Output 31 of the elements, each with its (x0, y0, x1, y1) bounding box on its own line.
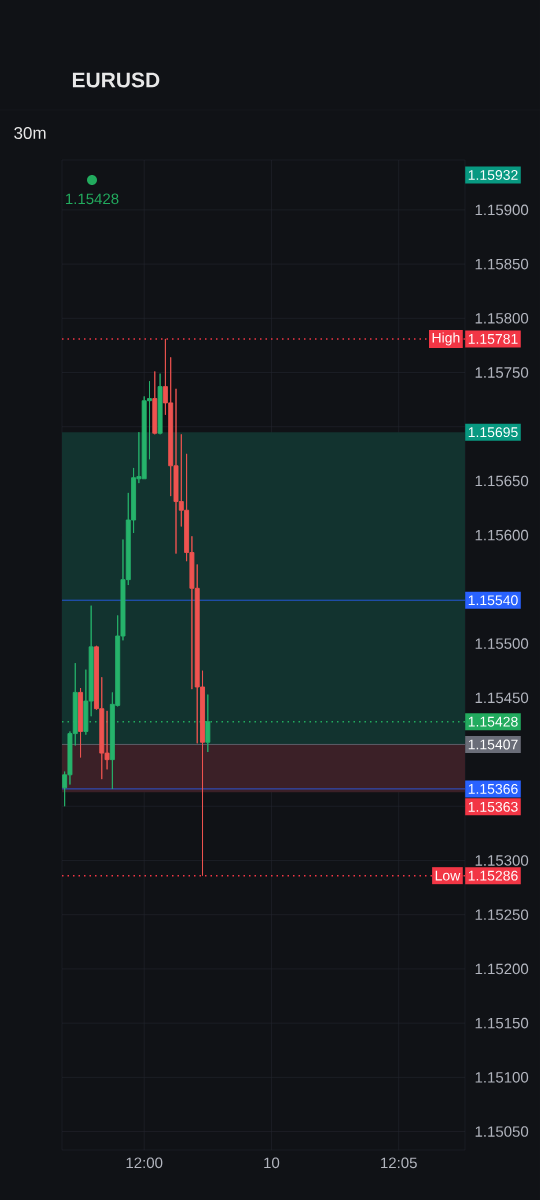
y-tick-label: 1.15200 (475, 963, 529, 975)
annotation: High (432, 332, 460, 346)
chart-title: EURUSD (72, 72, 160, 88)
y-tick-label: 1.15800 (475, 313, 529, 324)
y-tick-label: 1.15150 (475, 1017, 529, 1029)
y-tick-label: 1.15300 (475, 855, 529, 866)
ref-line-label: 1.15781 (468, 333, 518, 344)
text: 1.15932 (468, 170, 518, 180)
band-label: 1.15363 (468, 801, 518, 812)
x-tick-label: 12:00 (126, 1157, 163, 1169)
ref-line-label: 1.15407 (468, 739, 518, 750)
x-tick-label: 10 (264, 1157, 280, 1169)
ref-line-label: 1.15286 (468, 870, 518, 881)
annotation: 1.15428 (66, 193, 119, 205)
y-tick-label: 1.15450 (475, 692, 529, 704)
y-tick-label: 1.15100 (475, 1072, 529, 1083)
y-tick-label: 1.15750 (475, 367, 529, 378)
y-tick-label: 1.15250 (475, 909, 529, 920)
band-label: 1.15695 (468, 427, 518, 438)
x-tick-label: 12:05 (381, 1157, 417, 1169)
ref-line-label: 1.15428 (468, 716, 518, 727)
y-tick-label: 1.15500 (475, 638, 529, 649)
y-tick-label: 1.15600 (475, 529, 529, 541)
ref-line-label: 1.15366 (468, 783, 518, 794)
chart-subtitle: 30m (14, 126, 46, 140)
y-tick-label: 1.15050 (475, 1126, 529, 1137)
y-tick-label: 1.15900 (475, 204, 529, 216)
annotation: Low (435, 870, 461, 881)
ref-line-label: 1.15540 (468, 595, 518, 606)
y-tick-label: 1.15850 (475, 258, 529, 270)
y-tick-label: 1.15650 (475, 475, 529, 487)
